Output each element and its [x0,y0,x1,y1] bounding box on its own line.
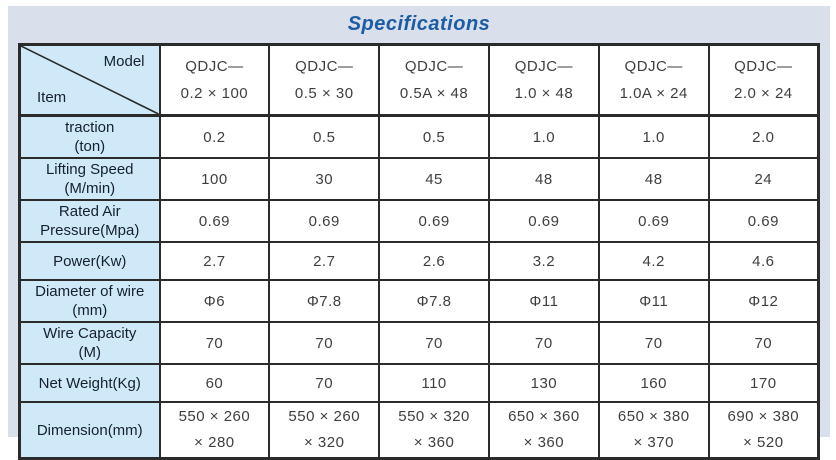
table-cell: Φ11 [487,279,600,323]
table-cell: 0.69 [158,199,271,243]
table-cell: 0.69 [487,199,600,243]
model-header-cell: QDJC— 0.5 × 30 [268,43,381,117]
specifications-table: Model Item QDJC— 0.2 × 100 QDJC— 0.5 × 3… [18,43,820,460]
table-cell: 160 [597,363,710,403]
table-cell: 1.0 [487,114,600,159]
table-cell: 2.6 [378,241,490,281]
table-header-row: Model Item QDJC— 0.2 × 100 QDJC— 0.5 × 3… [18,43,820,117]
table-cell: 0.69 [597,199,710,243]
table-cell: 0.69 [378,199,490,243]
row-label: Diameter of wire (mm) [18,279,161,323]
table-row-dimension: Dimension(mm) 550 × 260 × 280 550 × 260 … [18,401,820,460]
table-cell: 1.0 [597,114,710,159]
table-cell: 4.6 [707,241,820,281]
table-cell: 60 [158,363,271,403]
specifications-panel: Specifications Model Item QDJC— 0.2 × 10… [8,6,830,460]
row-label: Dimension(mm) [18,401,161,460]
model-header-cell: QDJC— 1.0 × 48 [487,43,600,117]
table-cell: 550 × 260 × 320 [268,401,381,460]
table-cell: 70 [597,321,710,365]
corner-model-label: Model [103,53,145,70]
table-cell: 70 [378,321,490,365]
table-cell: 0.2 [158,114,271,159]
table-cell: 70 [268,363,381,403]
table-cell: Φ7.8 [268,279,381,323]
table-cell: 110 [378,363,490,403]
table-row-wire-capacity: Wire Capacity (M) 70 70 70 70 70 70 [18,321,820,365]
table-cell: 45 [378,157,490,201]
table-row-net-weight: Net Weight(Kg) 60 70 110 130 160 170 [18,363,820,403]
model-header-cell: QDJC— 0.5A × 48 [378,43,490,117]
table-cell: 130 [487,363,600,403]
corner-item-label: Item [37,89,67,106]
page-title: Specifications [347,13,491,35]
table-cell: 650 × 380 × 370 [597,401,710,460]
table-row-rated-air-pressure: Rated Air Pressure(Mpa) 0.69 0.69 0.69 0… [18,199,820,243]
table-cell: 550 × 320 × 360 [378,401,490,460]
row-label: Rated Air Pressure(Mpa) [18,199,161,243]
table-cell: 3.2 [487,241,600,281]
model-header-cell: QDJC— 0.2 × 100 [158,43,271,117]
table-cell: Φ11 [597,279,710,323]
table-cell: 100 [158,157,271,201]
table-cell: 70 [268,321,381,365]
table-cell: 690 × 380 × 520 [707,401,820,460]
table-cell: 24 [707,157,820,201]
table-cell: Φ6 [158,279,271,323]
table-cell: 650 × 360 × 360 [487,401,600,460]
row-label: Lifting Speed (M/min) [18,157,161,201]
table-cell: 0.5 [378,114,490,159]
row-label: traction (ton) [18,114,161,159]
diagonal-divider-line [21,46,159,114]
table-row-wire-diameter: Diameter of wire (mm) Φ6 Φ7.8 Φ7.8 Φ11 Φ… [18,279,820,323]
table-cell: 48 [487,157,600,201]
row-label: Wire Capacity (M) [18,321,161,365]
table-cell: 4.2 [597,241,710,281]
table-cell: 0.69 [707,199,820,243]
table-cell: Φ12 [707,279,820,323]
table-cell: 2.7 [158,241,271,281]
table-row-lifting-speed: Lifting Speed (M/min) 100 30 45 48 48 24 [18,157,820,201]
table-cell: Φ7.8 [378,279,490,323]
table-cell: 70 [487,321,600,365]
table-cell: 30 [268,157,381,201]
table-row-traction: traction (ton) 0.2 0.5 0.5 1.0 1.0 2.0 [18,114,820,159]
table-cell: 550 × 260 × 280 [158,401,271,460]
table-cell: 0.69 [268,199,381,243]
row-label: Net Weight(Kg) [18,363,161,403]
model-header-cell: QDJC— 2.0 × 24 [707,43,820,117]
table-row-power: Power(Kw) 2.7 2.7 2.6 3.2 4.2 4.6 [18,241,820,281]
corner-cell: Model Item [18,43,161,117]
row-label: Power(Kw) [18,241,161,281]
model-header-cell: QDJC— 1.0A × 24 [597,43,710,117]
table-cell: 48 [597,157,710,201]
table-cell: 2.7 [268,241,381,281]
table-cell: 70 [158,321,271,365]
table-cell: 2.0 [707,114,820,159]
table-cell: 170 [707,363,820,403]
table-cell: 70 [707,321,820,365]
table-cell: 0.5 [268,114,381,159]
